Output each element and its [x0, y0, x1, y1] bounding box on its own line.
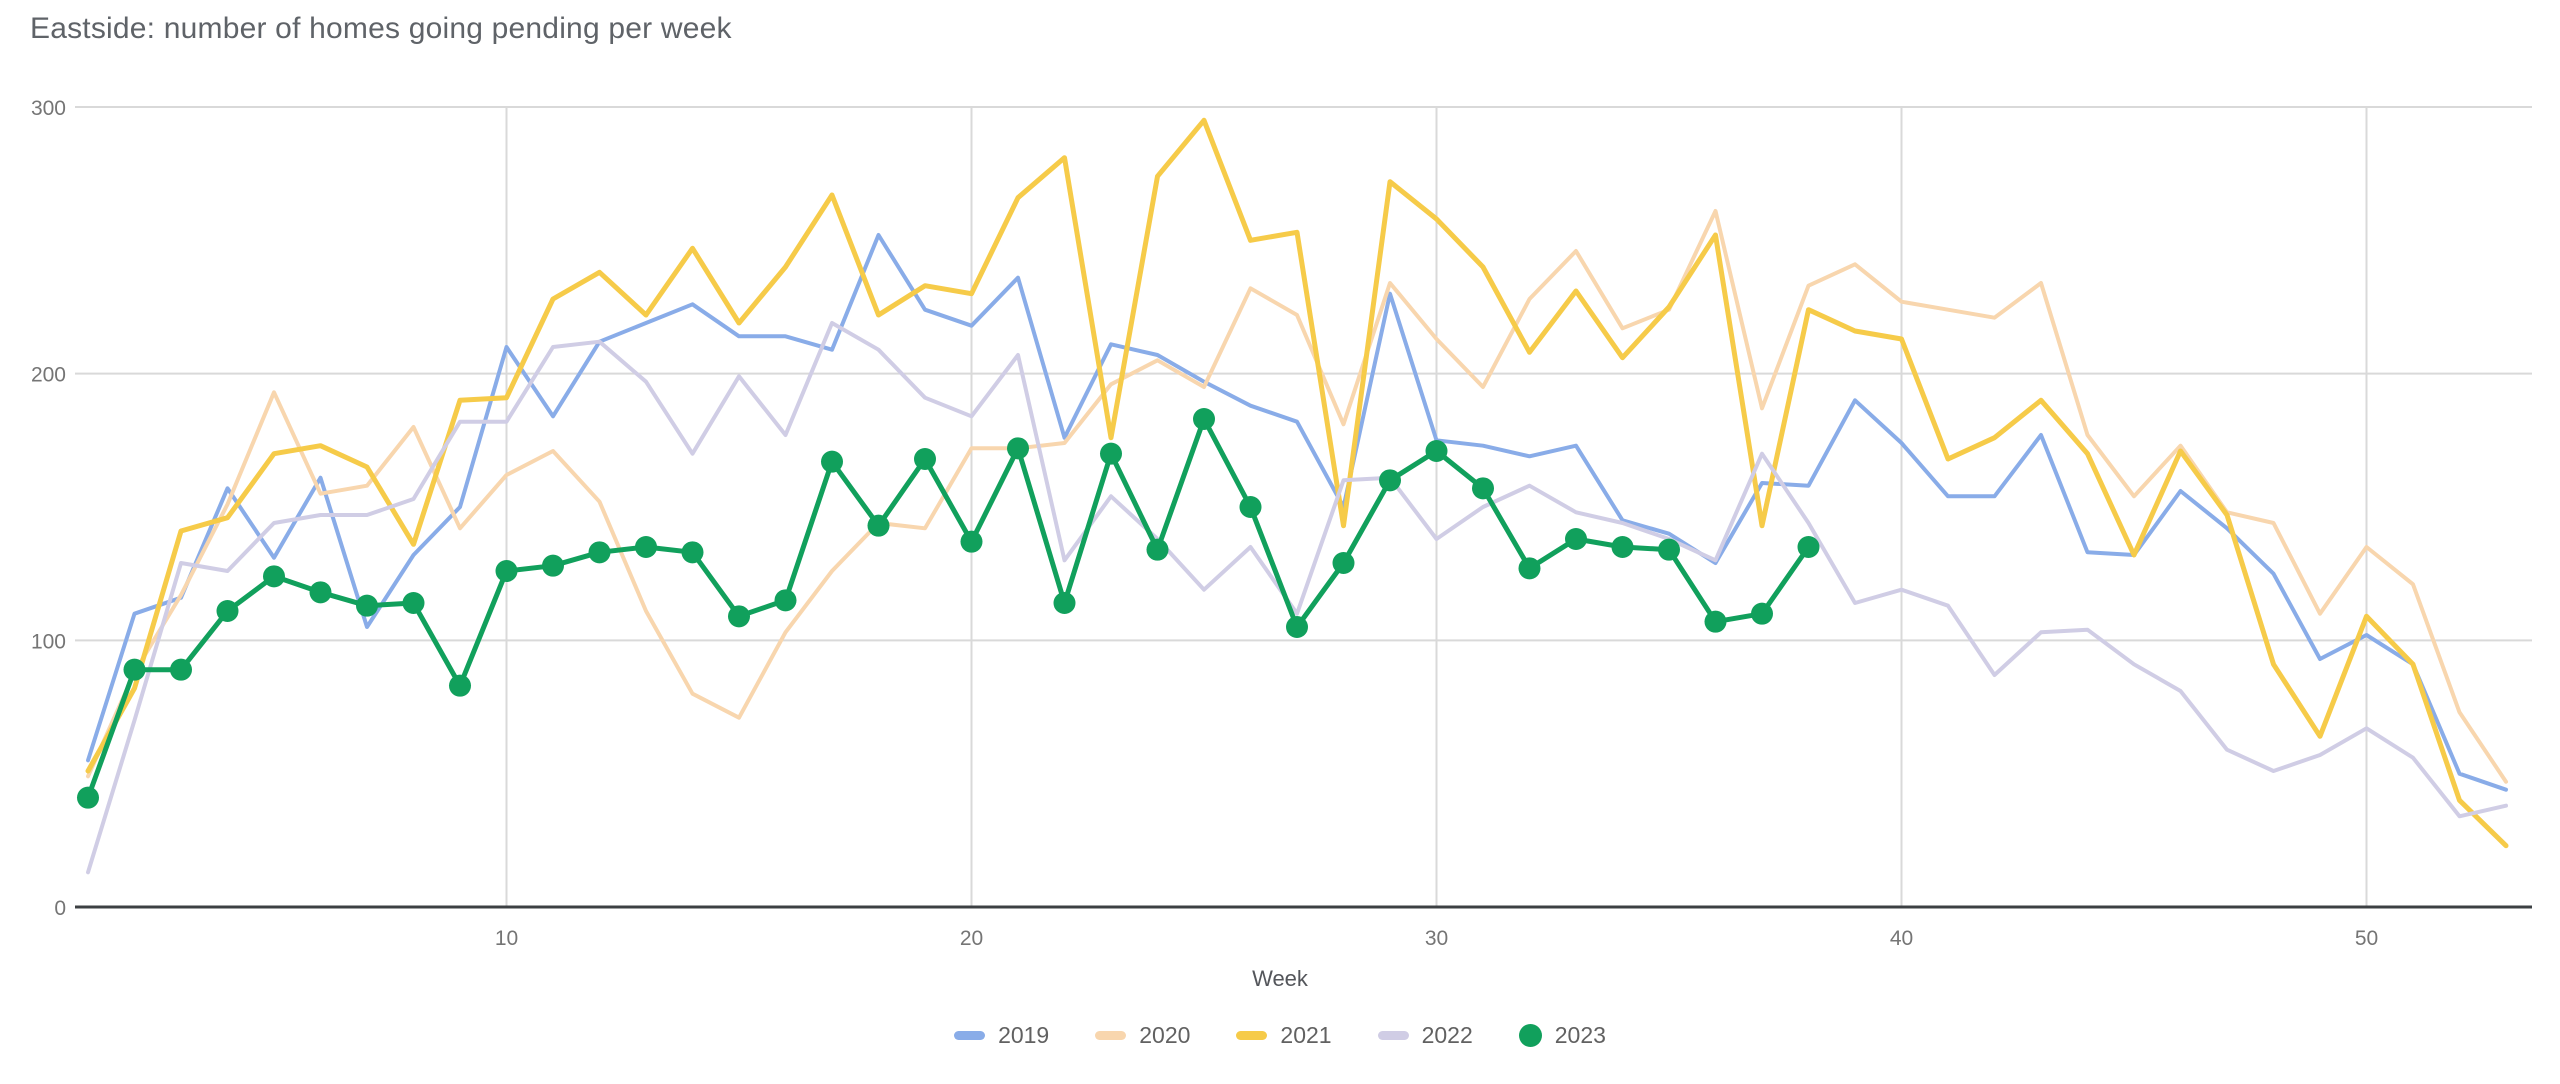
series-point-2023 [867, 514, 890, 537]
legend-label-2022: 2022 [1421, 1022, 1473, 1048]
series-line-2022 [86, 321, 2508, 875]
legend-item-2020: 2020 [1095, 1022, 1190, 1049]
series-point-2023 [1286, 616, 1308, 638]
legend-label-2021: 2021 [1280, 1022, 1332, 1048]
series-point-2023 [588, 541, 611, 564]
legend-item-2019: 2019 [954, 1022, 1049, 1049]
legend-item-2023: 2023 [1518, 1022, 1606, 1049]
y-tick-label: 100 [31, 630, 66, 653]
y-tick-label: 300 [31, 97, 66, 120]
series-point-2023 [123, 658, 146, 681]
x-tick-label: 30 [1425, 927, 1448, 950]
x-tick-label: 20 [960, 927, 983, 950]
legend-item-2022: 2022 [1377, 1022, 1473, 1049]
series-point-2023 [1518, 557, 1541, 580]
series-point-2023 [1332, 552, 1355, 574]
series-point-2023 [1425, 440, 1448, 462]
series-point-2023 [1658, 538, 1680, 561]
x-tick-label: 40 [1890, 927, 1913, 950]
series-point-2023 [1611, 536, 1634, 558]
series-point-2023 [309, 581, 332, 604]
series-point-2023 [774, 589, 797, 612]
legend-item-2021: 2021 [1236, 1022, 1332, 1049]
series-point-2023 [542, 554, 564, 577]
legend-swatch-2022 [1377, 1031, 1409, 1040]
legend: 2019 2020 2021 2022 2023 [0, 1022, 2560, 1049]
series-point-2023 [402, 592, 425, 614]
legend-swatch-2021 [1236, 1031, 1268, 1040]
series-point-2023 [1007, 437, 1029, 460]
series-point-2023 [1053, 592, 1076, 614]
series-point-2023 [1797, 536, 1820, 558]
legend-label-2019: 2019 [998, 1022, 1050, 1048]
series-point-2023 [728, 605, 750, 628]
chart-title: Eastside: number of homes going pending … [30, 12, 732, 45]
series-point-2023 [77, 786, 99, 809]
y-tick-label: 200 [31, 364, 66, 387]
series-line-2021 [85, 117, 2509, 849]
series-point-2023 [1100, 442, 1122, 465]
series-point-2023 [1751, 602, 1773, 625]
series-point-2023 [263, 565, 285, 588]
series-point-2023 [914, 448, 936, 470]
x-tick-label: 50 [2355, 927, 2378, 950]
series-point-2023 [681, 541, 704, 564]
series-point-2023 [1146, 538, 1169, 561]
series-point-2023 [960, 530, 983, 553]
series-point-2023 [1472, 477, 1494, 500]
legend-swatch-2020 [1095, 1031, 1127, 1040]
series-point-2023 [356, 594, 378, 617]
series-point-2023 [1379, 469, 1401, 492]
x-tick-label: 10 [495, 927, 518, 950]
legend-swatch-2023 [1518, 1024, 1542, 1047]
legend-swatch-2019 [954, 1031, 986, 1040]
series-point-2023 [170, 658, 192, 681]
series-point-2023 [216, 600, 239, 622]
series-point-2023 [1704, 610, 1727, 633]
series-point-2023 [495, 560, 518, 582]
y-tick-label: 0 [54, 897, 66, 920]
series-point-2023 [1193, 408, 1215, 430]
series-line-2020 [86, 209, 2508, 784]
series-line-2023 [85, 416, 1811, 801]
legend-label-2023: 2023 [1554, 1022, 1606, 1048]
series-point-2023 [1239, 496, 1262, 518]
series-point-2023 [821, 450, 843, 473]
series-point-2023 [635, 536, 657, 558]
legend-label-2020: 2020 [1139, 1022, 1191, 1048]
x-axis-title: Week [1252, 966, 1308, 991]
series-point-2023 [449, 674, 471, 697]
series-point-2023 [1565, 528, 1587, 550]
